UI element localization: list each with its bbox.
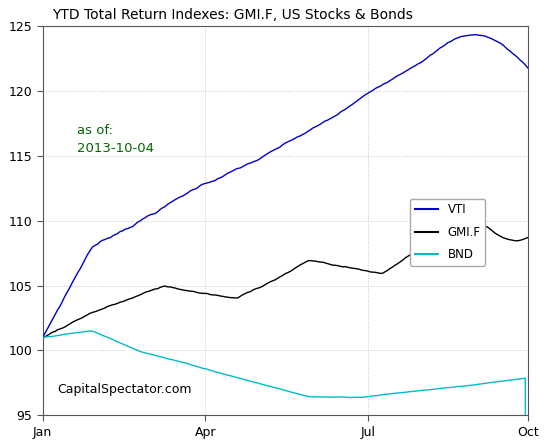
VTI: [170, 198, 176, 204]
GMI.F: [39, 335, 46, 340]
GMI.F: [474, 219, 481, 224]
GMI.F: [294, 264, 301, 269]
VTI: [422, 57, 428, 62]
GMI.F: [525, 235, 531, 240]
Line: GMI.F: GMI.F: [43, 219, 528, 337]
VTI: [67, 284, 73, 290]
VTI: [39, 335, 46, 340]
Line: BND: BND: [43, 331, 528, 447]
GMI.F: [455, 219, 461, 224]
VTI: [472, 32, 479, 38]
GMI.F: [422, 241, 428, 247]
Text: YTD Total Return Indexes: GMI.F, US Stocks & Bonds: YTD Total Return Indexes: GMI.F, US Stoc…: [53, 8, 413, 22]
VTI: [474, 32, 481, 38]
VTI: [455, 35, 461, 41]
Text: as of:
2013-10-04: as of: 2013-10-04: [77, 123, 154, 155]
Text: CapitalSpectator.com: CapitalSpectator.com: [57, 383, 191, 396]
BND: [87, 328, 94, 333]
Line: VTI: VTI: [43, 35, 528, 337]
BND: [424, 387, 431, 392]
Legend: VTI, GMI.F, BND: VTI, GMI.F, BND: [410, 199, 486, 266]
BND: [297, 392, 304, 397]
VTI: [294, 134, 301, 139]
BND: [474, 382, 481, 387]
BND: [39, 335, 46, 340]
BND: [67, 331, 73, 336]
GMI.F: [67, 321, 73, 326]
GMI.F: [467, 217, 474, 222]
GMI.F: [170, 285, 176, 290]
BND: [172, 358, 178, 363]
BND: [457, 384, 463, 389]
VTI: [525, 65, 531, 71]
